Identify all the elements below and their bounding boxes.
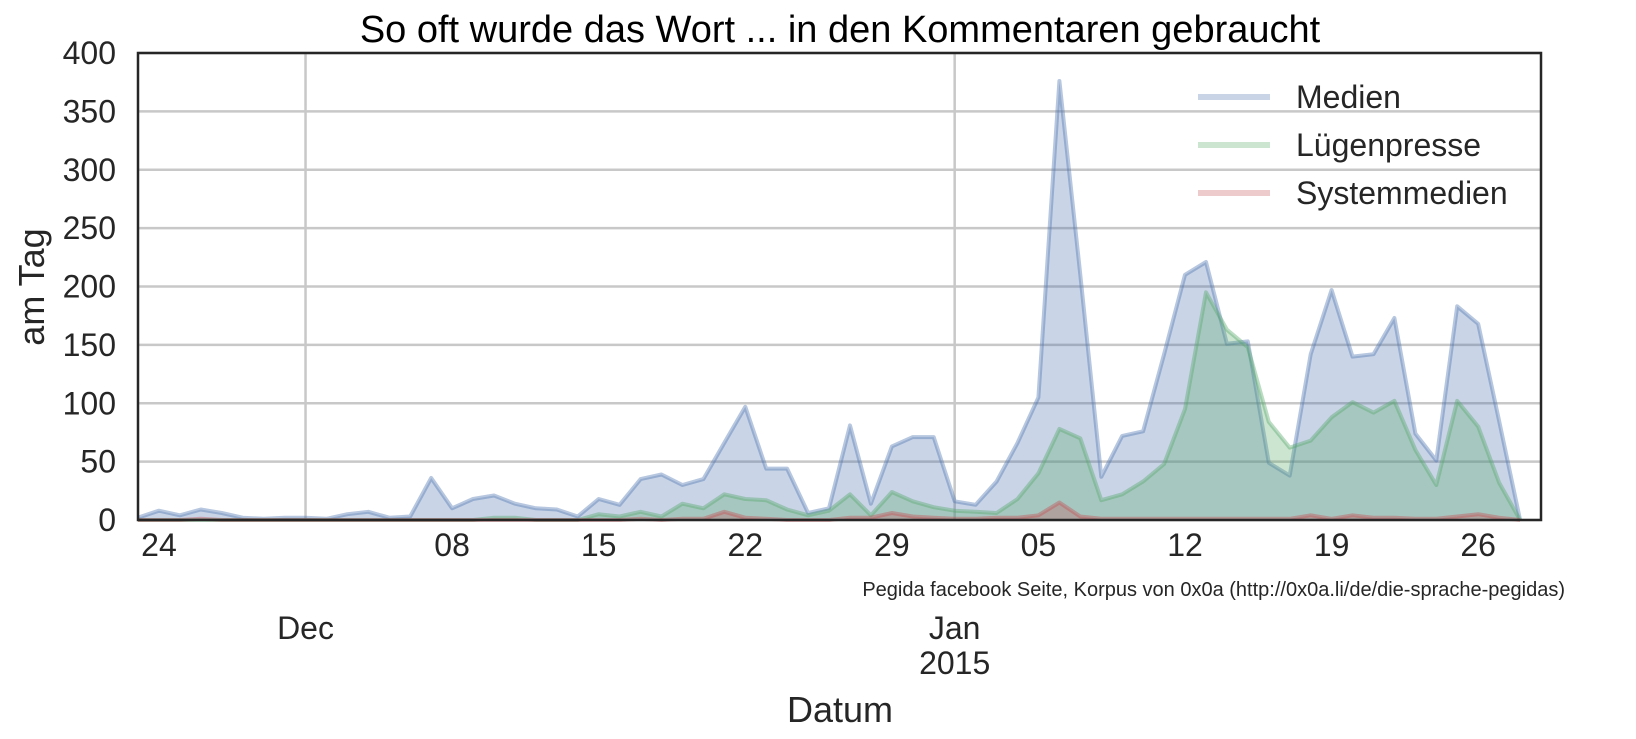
y-tick-label: 100 xyxy=(63,385,116,421)
legend-label: Medien xyxy=(1296,79,1401,115)
source-annotation: Pegida facebook Seite, Korpus von 0x0a (… xyxy=(862,579,1565,601)
series-area xyxy=(138,292,1521,520)
x-major-tick-label: Jan xyxy=(929,610,981,646)
y-axis-label: am Tag xyxy=(11,228,52,345)
x-tick-label: 15 xyxy=(581,527,617,563)
y-tick-label: 350 xyxy=(63,93,116,129)
x-tick-label: 29 xyxy=(874,527,910,563)
y-tick-label: 250 xyxy=(63,210,116,246)
x-tick-label: 08 xyxy=(434,527,470,563)
x-tick-label: 12 xyxy=(1167,527,1203,563)
y-tick-label: 300 xyxy=(63,152,116,188)
series-area xyxy=(138,81,1521,520)
series-area xyxy=(138,502,1521,520)
x-tick-label: 19 xyxy=(1314,527,1350,563)
x-tick-label: 05 xyxy=(1021,527,1057,563)
chart-title: So oft wurde das Wort ... in den Komment… xyxy=(360,9,1321,51)
x-major-tick-label: Dec xyxy=(277,610,334,646)
y-tick-labels: 0 50 100 150 200 250 300 350 400 xyxy=(63,35,116,538)
series-line xyxy=(137,79,1523,521)
y-tick-label: 400 xyxy=(63,35,116,71)
x-tick-label: 22 xyxy=(727,527,763,563)
legend-label: Lügenpresse xyxy=(1296,127,1481,163)
x-major-tick-sublabel: 2015 xyxy=(919,645,990,681)
x-axis-label: Datum xyxy=(787,689,893,730)
y-tick-label: 150 xyxy=(63,327,116,363)
y-tick-label: 0 xyxy=(98,502,116,538)
y-tick-label: 50 xyxy=(80,444,116,480)
x-tick-label: 24 xyxy=(141,527,177,563)
y-tick-label: 200 xyxy=(63,269,116,305)
legend: Medien Lügenpresse Systemmedien xyxy=(1198,79,1508,211)
x-tick-label: 26 xyxy=(1460,527,1496,563)
plot-frame xyxy=(136,51,1543,522)
legend-label: Systemmedien xyxy=(1296,175,1508,211)
